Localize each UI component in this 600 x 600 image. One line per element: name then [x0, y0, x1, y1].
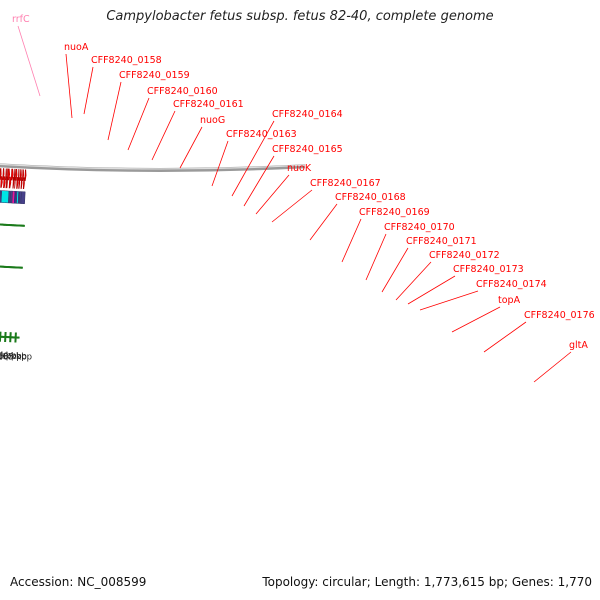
- genes-label: Genes:: [511, 575, 554, 589]
- gene-label-leader: [419, 290, 479, 311]
- cds-track: [0, 168, 27, 190]
- cds-gene: [17, 169, 20, 181]
- gene-label-leader: [151, 110, 176, 161]
- gene-label: CFF8240_0170: [384, 222, 455, 233]
- gene-label: CFF8240_0164: [272, 109, 343, 120]
- gene-label-leader: [271, 189, 313, 223]
- gene-label: CFF8240_0173: [453, 264, 524, 275]
- cds-gene: [10, 168, 14, 181]
- gene-label: nuoK: [287, 163, 312, 174]
- gene-label-leader: [231, 120, 275, 197]
- gene-label: nuoA: [64, 42, 89, 53]
- gene-label-leader: [381, 247, 409, 293]
- gene-label-leader: [395, 261, 432, 301]
- gene-label-leader: [83, 66, 94, 115]
- cds-gene: [2, 168, 5, 180]
- gene-label-leader: [483, 321, 527, 353]
- gene-label: rrfC: [12, 14, 30, 25]
- gene-label: CFF8240_0169: [359, 207, 430, 218]
- gene-label-leader: [407, 275, 456, 305]
- gene-label-leader: [533, 351, 572, 383]
- gene-label: CFF8240_0158: [91, 55, 162, 66]
- cds-gene: [20, 177, 23, 189]
- gene-label: CFF8240_0161: [173, 99, 244, 110]
- gene-label-leader: [309, 203, 338, 241]
- genome-stats: Topology: circular; Length: 1,773,615 bp…: [262, 575, 592, 589]
- gene-label: CFF8240_0159: [119, 70, 190, 81]
- gene-label: CFF8240_0160: [147, 86, 218, 97]
- cog-track: [0, 190, 26, 205]
- kbp-tick-label: 160 kbp: [0, 352, 27, 362]
- cds-gene: [22, 177, 25, 190]
- cds-gene: [15, 168, 18, 181]
- gene-label: CFF8240_0171: [406, 236, 477, 247]
- cds-gene: [21, 169, 25, 182]
- cds-gene: [8, 176, 12, 189]
- kbp-tick-label: 155 kbp: [0, 352, 22, 362]
- backbone-highlight: [0, 163, 305, 170]
- kbp-tick-label: 150 kbp: [0, 352, 17, 362]
- gene-label-leader: [243, 155, 275, 207]
- accession-info: Accession: NC_008599: [10, 575, 146, 589]
- backbone-arc: [0, 163, 306, 172]
- gene-label-leader: [255, 174, 290, 215]
- cds-gene: [24, 169, 27, 182]
- tick-major: [4, 331, 7, 343]
- cds-gene: [18, 177, 21, 189]
- kbp-tick-label: 145 kbp: [0, 351, 11, 361]
- gene-label: topA: [498, 295, 521, 306]
- cog-segment: [0, 190, 10, 204]
- gene-label-leader: [65, 53, 73, 119]
- cds-gene: [16, 177, 19, 189]
- tick-major: [9, 332, 12, 343]
- cds-gene: [5, 168, 7, 181]
- accession-label: Accession:: [10, 575, 74, 589]
- cog-segment: [20, 191, 26, 205]
- cds-gene: [19, 169, 22, 181]
- gene-label-leader: [211, 140, 229, 187]
- gene-label: gltA: [569, 340, 588, 351]
- accession-value: NC_008599: [77, 575, 147, 589]
- gene-label-leader: [451, 306, 501, 333]
- gene-label-leader: [365, 233, 387, 281]
- gene-label: CFF8240_0172: [429, 250, 500, 261]
- length-label: Length:: [374, 575, 421, 589]
- map-title: Campylobacter fetus subsp. fetus 82-40, …: [106, 9, 494, 24]
- cds-gene: [12, 176, 15, 189]
- gene-label: CFF8240_0176: [524, 310, 595, 321]
- gene-label-leader: [127, 97, 150, 151]
- cds-gene: [3, 176, 6, 189]
- gene-label: nuoG: [200, 115, 225, 126]
- length-value: 1,773,615 bp: [423, 575, 504, 589]
- genes-value: 1,770: [557, 575, 592, 589]
- gene-label: CFF8240_0163: [226, 129, 297, 140]
- gene-label: CFF8240_0165: [272, 144, 343, 155]
- cds-gene: [0, 168, 2, 180]
- cds-gene: [13, 168, 16, 181]
- gene-label-leader: [107, 81, 122, 141]
- tick-major: [0, 331, 2, 342]
- topology-value: circular: [322, 575, 367, 589]
- kbp-tick-label: 165 kbp: [0, 353, 32, 363]
- gene-label-leader: [179, 126, 203, 169]
- gene-label: CFF8240_0174: [476, 279, 547, 290]
- tick-major: [14, 332, 17, 343]
- topology-label: Topology:: [262, 575, 319, 589]
- gene-label-leader: [17, 25, 41, 97]
- gene-label: CFF8240_0168: [335, 192, 406, 203]
- gene-label: CFF8240_0167: [310, 178, 381, 189]
- backbone-layer: [0, 163, 306, 172]
- cds-gene: [6, 168, 8, 181]
- cds-gene: [0, 176, 3, 188]
- cds-gene: [7, 168, 11, 181]
- cog-segment: [8, 190, 11, 204]
- gene-label-leader: [341, 218, 362, 263]
